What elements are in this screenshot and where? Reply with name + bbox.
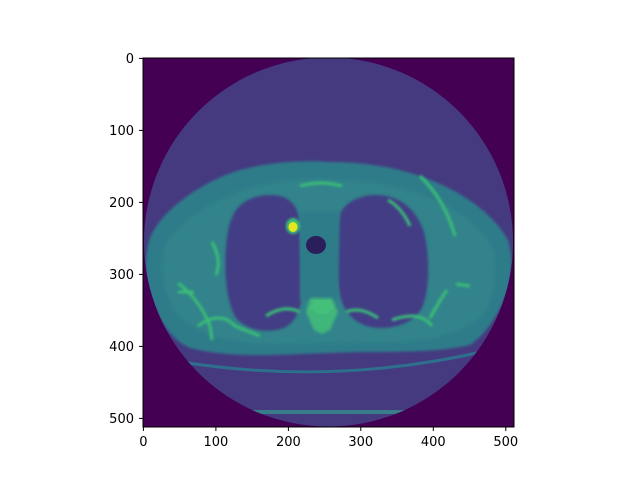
x-tick-label: 0: [139, 435, 147, 450]
x-tick-label: 300: [348, 435, 373, 450]
x-axis: 0 100 200 300 400 500: [139, 427, 518, 450]
y-tick-label: 300: [109, 268, 134, 283]
x-tick-label: 500: [493, 435, 518, 450]
vertebra-body: [310, 300, 334, 314]
bones: [177, 174, 471, 341]
left-lung: [336, 194, 429, 328]
ct-image: [143, 58, 514, 427]
y-tick-label: 500: [109, 412, 134, 427]
right-lung: [225, 194, 302, 331]
y-tick-label: 0: [126, 52, 134, 67]
trachea: [306, 236, 326, 254]
mediastinum: [300, 212, 340, 300]
bright-spot: [288, 222, 298, 232]
y-tick-label: 400: [109, 340, 134, 355]
ct-table-line: [169, 348, 491, 374]
x-tick-label: 200: [276, 435, 301, 450]
y-tick-label: 200: [109, 196, 134, 211]
x-tick-label: 100: [203, 435, 228, 450]
x-tick-label: 400: [421, 435, 446, 450]
y-tick-label: 100: [109, 124, 134, 139]
y-axis: 0 100 200 300 400 500: [109, 52, 143, 427]
axes-frame: [142, 57, 515, 428]
